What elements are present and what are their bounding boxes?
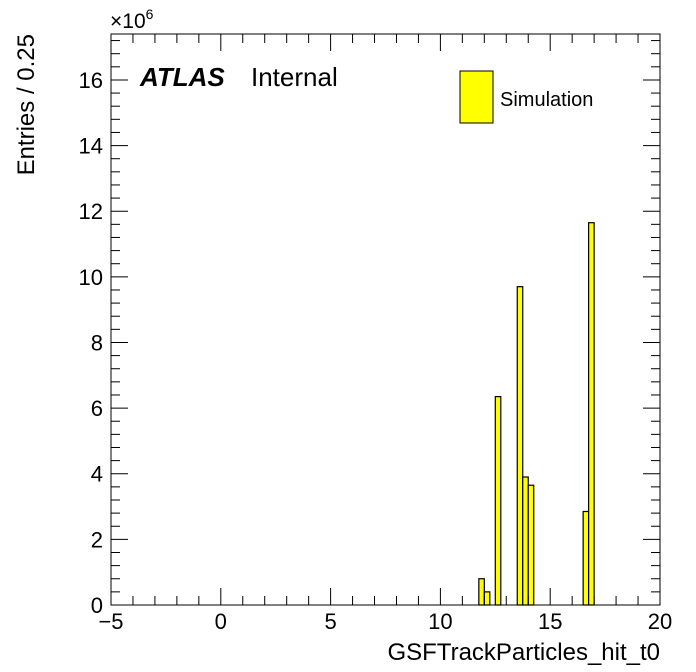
x-tick-label: −5 (98, 609, 123, 634)
y-tick-label: 0 (91, 593, 103, 618)
x-axis-title: GSFTrackParticles_hit_t0 (387, 639, 660, 666)
axis-ticks (110, 34, 661, 606)
y-tick-label: 6 (91, 396, 103, 421)
histogram-bar (527, 484, 535, 606)
x-tick-label: 15 (538, 609, 562, 634)
histogram-bar (478, 578, 485, 606)
histogram-bars (478, 222, 595, 606)
histogram-bar (582, 510, 590, 606)
y-tick-label: 2 (91, 527, 103, 552)
histogram-bar (483, 591, 491, 606)
histogram-bar (522, 476, 529, 606)
histogram-bar (588, 222, 595, 606)
atlas-label: ATLAS (139, 62, 225, 92)
legend-label: Simulation (500, 89, 593, 111)
x-tick-label: 10 (428, 609, 452, 634)
x-tick-label: 20 (648, 609, 672, 634)
internal-label: Internal (251, 62, 338, 92)
histogram-bar (494, 396, 502, 606)
y-tick-label: 16 (79, 68, 103, 93)
y-tick-labels: 0 2 4 6 8 10 12 14 16 (79, 68, 103, 618)
y-tick-label: 10 (79, 265, 103, 290)
y-tick-label: 8 (91, 330, 103, 355)
plot-frame (110, 33, 661, 606)
y-tick-label: 12 (79, 199, 103, 224)
legend-swatch (459, 70, 494, 124)
y-axis-title: Entries / 0.25 (13, 34, 40, 175)
x-tick-label: 0 (215, 609, 227, 634)
y-tick-label: 4 (91, 462, 103, 487)
x-tick-labels: −5 0 5 10 15 20 (98, 609, 672, 634)
y-multiplier: ×106 (110, 6, 154, 33)
y-tick-label: 14 (79, 134, 103, 159)
histogram-bar (516, 286, 524, 606)
x-tick-label: 5 (324, 609, 336, 634)
